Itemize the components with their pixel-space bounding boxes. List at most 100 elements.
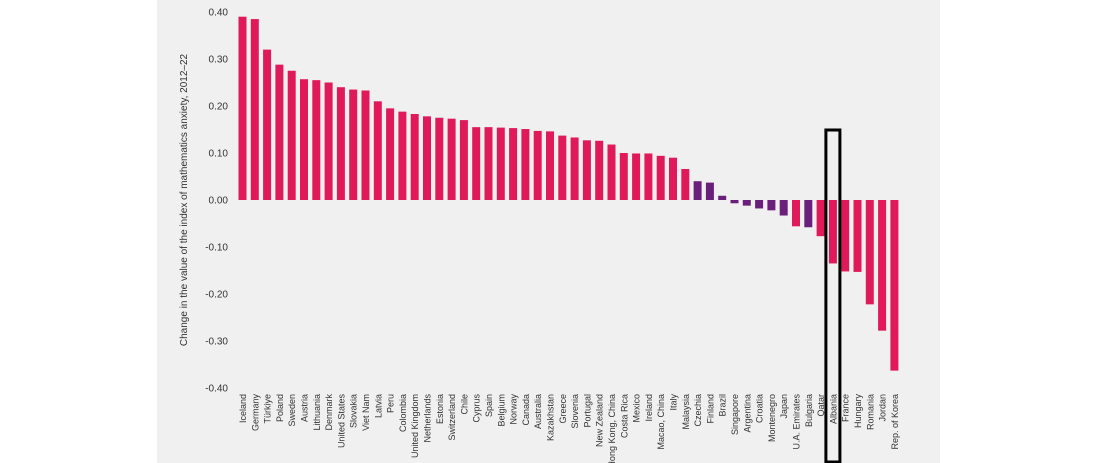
x-tick-label: Cyprus: [472, 394, 482, 423]
y-tick-label: 0.20: [209, 102, 229, 113]
bar: [472, 127, 481, 200]
x-tick-label: Iceland: [238, 394, 248, 423]
x-tick-label: Austria: [300, 394, 310, 422]
bar: [509, 128, 518, 200]
x-tick-label: Montenegro: [767, 394, 777, 442]
bar: [742, 200, 751, 206]
x-tick-label: Peru: [386, 394, 396, 413]
x-tick-label: Finland: [705, 394, 715, 424]
x-tick-label: Poland: [275, 394, 285, 422]
x-tick-label: Kazakhstan: [546, 394, 556, 441]
bar: [263, 49, 272, 200]
x-tick-label: Belgium: [496, 394, 506, 427]
bar: [250, 19, 259, 200]
y-tick-label: 0.30: [209, 55, 229, 66]
bar: [300, 79, 308, 200]
x-tick-label: United States: [336, 394, 346, 449]
x-tick-label: Colombia: [398, 394, 408, 432]
x-tick-label: Japan: [779, 394, 789, 419]
x-tick-label: Türkiye: [263, 394, 273, 424]
x-tick-label: New Zealand: [595, 394, 605, 447]
bar: [705, 182, 714, 200]
bar: [546, 131, 554, 200]
x-tick-label: Czechia: [693, 394, 703, 427]
bar: [828, 200, 837, 264]
bar: [410, 113, 419, 200]
x-tick-label: Singapore: [730, 394, 740, 435]
x-tick-label: Slovakia: [349, 394, 359, 428]
x-tick-label: Hong Kong, China: [607, 394, 617, 463]
x-tick-label: Spain: [484, 394, 494, 417]
x-tick-label: France: [841, 394, 851, 422]
bar: [779, 200, 788, 216]
highlight-box: [824, 128, 842, 463]
y-tick-label: 0.00: [209, 196, 229, 207]
x-tick-label: Viet Nam: [361, 394, 371, 431]
y-axis-label: Change in the value of the index of math…: [179, 53, 190, 346]
x-tick-label: Sweden: [287, 394, 297, 427]
y-tick-label: -0.40: [205, 384, 228, 395]
x-tick-label: Denmark: [324, 394, 334, 431]
y-tick-label: -0.10: [205, 243, 228, 254]
bar: [890, 200, 899, 371]
bar: [484, 127, 493, 200]
x-tick-label: Latvia: [373, 394, 383, 418]
bar: [865, 200, 874, 305]
x-tick-label: Greece: [558, 394, 568, 424]
x-tick-label: Brazil: [718, 394, 728, 417]
bar: [755, 200, 764, 209]
x-tick-label: U.A. Emirates: [792, 394, 802, 450]
x-tick-label: Australia: [533, 394, 543, 429]
x-tick-label: Hungary: [853, 394, 863, 429]
bar: [349, 89, 358, 200]
x-axis-ticks: Iceland Germany Türkiye Poland Sweden Austria…: [238, 394, 900, 463]
bar: [804, 200, 813, 228]
bar: [607, 144, 616, 200]
bar: [558, 135, 567, 200]
bar: [275, 64, 284, 200]
bar: [656, 155, 665, 200]
bar: [582, 140, 591, 200]
bar: [496, 127, 505, 200]
bar: [644, 153, 653, 200]
bar: [459, 120, 468, 200]
x-tick-label: Macao, China: [656, 394, 666, 450]
bar: [595, 140, 604, 200]
bar: [767, 200, 776, 211]
x-tick-label: Portugal: [582, 394, 592, 428]
bar: [693, 181, 702, 200]
bar: [423, 116, 431, 200]
x-tick-label: Albania: [828, 394, 838, 424]
bar: [681, 168, 690, 200]
x-tick-label: Romania: [865, 394, 875, 430]
bar: [324, 82, 333, 200]
y-tick-label: -0.20: [205, 290, 228, 301]
bar: [238, 16, 247, 201]
bar: [878, 200, 887, 331]
x-tick-label: Malaysia: [681, 394, 691, 430]
bar: [841, 200, 850, 272]
bar: [730, 200, 739, 204]
bar: [287, 70, 296, 200]
bar: [792, 200, 800, 227]
y-tick-label: -0.30: [205, 337, 228, 348]
bar: [312, 80, 321, 200]
x-tick-label: Costa Rica: [619, 394, 629, 438]
x-tick-label: Slovenia: [570, 394, 580, 429]
bar: [435, 117, 444, 200]
x-tick-label: Bulgaria: [804, 394, 814, 427]
x-tick-label: United Kingdom: [410, 394, 420, 458]
bar: [521, 129, 530, 200]
x-tick-label: Estonia: [435, 394, 445, 424]
bar: [853, 200, 862, 272]
x-tick-label: Canada: [521, 394, 531, 426]
bar: [570, 137, 579, 200]
x-tick-label: Germany: [250, 394, 260, 432]
bar: [336, 87, 345, 200]
x-tick-label: Norway: [509, 394, 519, 425]
bar: [816, 200, 825, 237]
bar: [373, 101, 382, 200]
x-tick-label: Lithuania: [312, 394, 322, 431]
bar: [386, 108, 395, 200]
